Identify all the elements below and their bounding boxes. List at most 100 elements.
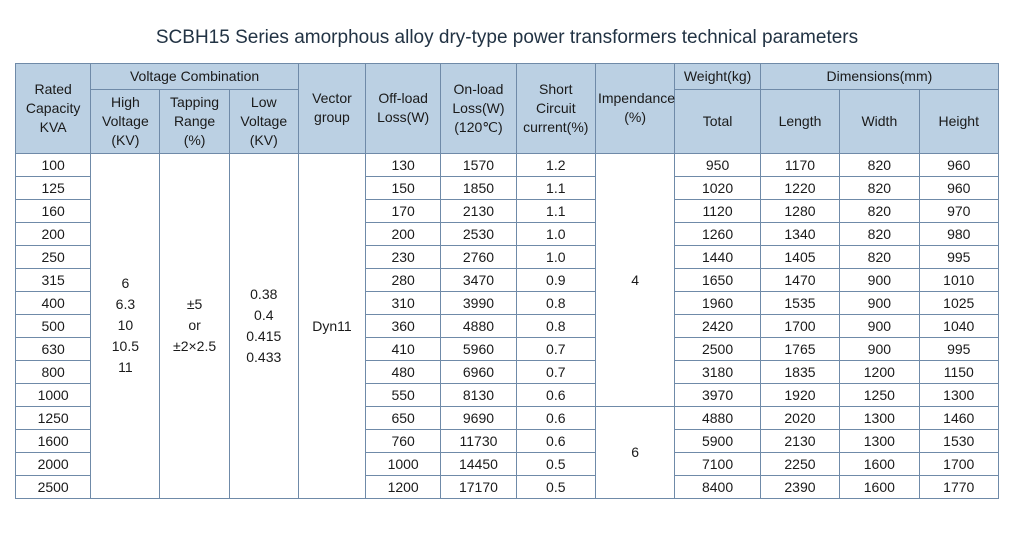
cell-short-circuit: 0.5 <box>516 475 595 498</box>
col-high-voltage: High Voltage (KV) <box>91 89 160 153</box>
col-vector-group: Vector group <box>298 64 365 154</box>
cell-height: 1300 <box>919 383 998 406</box>
col-dimensions: Dimensions(mm) <box>760 64 998 90</box>
cell-capacity: 2500 <box>16 475 91 498</box>
cell-on-load: 14450 <box>441 452 516 475</box>
col-impedance: Impendance (%) <box>595 64 674 154</box>
table-title: SCBH15 Series amorphous alloy dry-type p… <box>15 15 999 63</box>
cell-capacity: 630 <box>16 337 91 360</box>
cell-on-load: 9690 <box>441 406 516 429</box>
cell-width: 820 <box>840 199 919 222</box>
cell-length: 1535 <box>760 291 839 314</box>
cell-tapping-range: ±5 or ±2×2.5 <box>160 153 229 498</box>
cell-short-circuit: 1.1 <box>516 199 595 222</box>
cell-low-voltage: 0.38 0.4 0.415 0.433 <box>229 153 298 498</box>
cell-off-load: 410 <box>366 337 441 360</box>
cell-off-load: 130 <box>366 153 441 176</box>
cell-on-load: 3470 <box>441 268 516 291</box>
cell-capacity: 2000 <box>16 452 91 475</box>
cell-width: 900 <box>840 314 919 337</box>
cell-short-circuit: 1.0 <box>516 245 595 268</box>
col-off-load-loss: Off-load Loss(W) <box>366 64 441 154</box>
cell-height: 970 <box>919 199 998 222</box>
cell-capacity: 250 <box>16 245 91 268</box>
cell-on-load: 6960 <box>441 360 516 383</box>
col-weight: Weight(kg) <box>675 64 760 90</box>
cell-width: 820 <box>840 245 919 268</box>
cell-on-load: 5960 <box>441 337 516 360</box>
cell-on-load: 1570 <box>441 153 516 176</box>
cell-length: 2390 <box>760 475 839 498</box>
cell-weight: 2500 <box>675 337 760 360</box>
cell-width: 1300 <box>840 429 919 452</box>
cell-length: 2020 <box>760 406 839 429</box>
cell-width: 900 <box>840 291 919 314</box>
cell-off-load: 170 <box>366 199 441 222</box>
cell-width: 1200 <box>840 360 919 383</box>
cell-weight: 5900 <box>675 429 760 452</box>
cell-high-voltage: 6 6.3 10 10.5 11 <box>91 153 160 498</box>
cell-off-load: 280 <box>366 268 441 291</box>
cell-short-circuit: 0.6 <box>516 429 595 452</box>
cell-length: 1835 <box>760 360 839 383</box>
cell-length: 1765 <box>760 337 839 360</box>
col-low-voltage: Low Voltage (KV) <box>229 89 298 153</box>
cell-width: 820 <box>840 222 919 245</box>
cell-width: 820 <box>840 176 919 199</box>
cell-short-circuit: 0.5 <box>516 452 595 475</box>
cell-height: 1025 <box>919 291 998 314</box>
col-voltage-combination: Voltage Combination <box>91 64 299 90</box>
cell-height: 1150 <box>919 360 998 383</box>
cell-off-load: 1000 <box>366 452 441 475</box>
cell-length: 1280 <box>760 199 839 222</box>
cell-length: 1405 <box>760 245 839 268</box>
cell-length: 1170 <box>760 153 839 176</box>
cell-width: 900 <box>840 337 919 360</box>
cell-height: 1010 <box>919 268 998 291</box>
cell-off-load: 550 <box>366 383 441 406</box>
cell-capacity: 500 <box>16 314 91 337</box>
cell-on-load: 11730 <box>441 429 516 452</box>
cell-weight: 2420 <box>675 314 760 337</box>
cell-width: 900 <box>840 268 919 291</box>
col-length: Length <box>760 89 839 153</box>
cell-length: 1470 <box>760 268 839 291</box>
cell-weight: 1020 <box>675 176 760 199</box>
cell-off-load: 760 <box>366 429 441 452</box>
col-weight-total: Total <box>675 89 760 153</box>
cell-height: 1770 <box>919 475 998 498</box>
cell-weight: 950 <box>675 153 760 176</box>
cell-on-load: 2760 <box>441 245 516 268</box>
cell-short-circuit: 1.0 <box>516 222 595 245</box>
cell-impedance: 4 <box>595 153 674 406</box>
cell-off-load: 150 <box>366 176 441 199</box>
cell-length: 1700 <box>760 314 839 337</box>
col-width: Width <box>840 89 919 153</box>
cell-impedance: 6 <box>595 406 674 498</box>
cell-short-circuit: 0.8 <box>516 291 595 314</box>
cell-height: 960 <box>919 176 998 199</box>
cell-capacity: 1600 <box>16 429 91 452</box>
cell-weight: 4880 <box>675 406 760 429</box>
cell-width: 820 <box>840 153 919 176</box>
cell-capacity: 400 <box>16 291 91 314</box>
cell-on-load: 4880 <box>441 314 516 337</box>
cell-on-load: 17170 <box>441 475 516 498</box>
cell-width: 1250 <box>840 383 919 406</box>
cell-width: 1300 <box>840 406 919 429</box>
table-header: Rated Capacity KVA Voltage Combination V… <box>16 64 999 154</box>
cell-weight: 1260 <box>675 222 760 245</box>
cell-short-circuit: 0.8 <box>516 314 595 337</box>
cell-short-circuit: 0.7 <box>516 337 595 360</box>
cell-capacity: 315 <box>16 268 91 291</box>
cell-weight: 1650 <box>675 268 760 291</box>
cell-off-load: 480 <box>366 360 441 383</box>
cell-on-load: 1850 <box>441 176 516 199</box>
cell-off-load: 650 <box>366 406 441 429</box>
cell-weight: 7100 <box>675 452 760 475</box>
cell-width: 1600 <box>840 452 919 475</box>
table-body: 1006 6.3 10 10.5 11±5 or ±2×2.50.38 0.4 … <box>16 153 999 498</box>
cell-short-circuit: 0.7 <box>516 360 595 383</box>
parameters-table: Rated Capacity KVA Voltage Combination V… <box>15 63 999 499</box>
cell-on-load: 2530 <box>441 222 516 245</box>
